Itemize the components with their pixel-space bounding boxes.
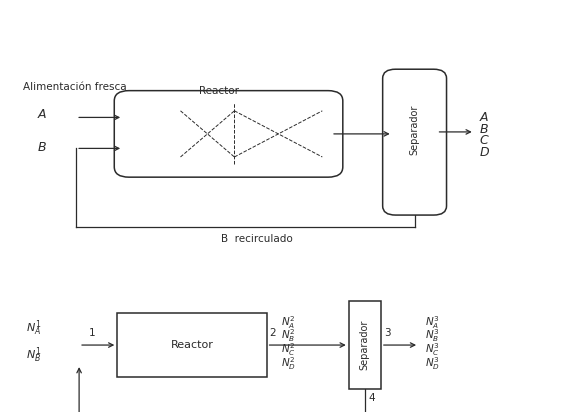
FancyBboxPatch shape <box>117 313 267 377</box>
FancyBboxPatch shape <box>114 91 343 177</box>
Text: $N_C^3$: $N_C^3$ <box>425 341 440 358</box>
Text: A: A <box>479 111 488 124</box>
Text: $N_D^2$: $N_D^2$ <box>281 355 297 372</box>
Text: $N_B^1$: $N_B^1$ <box>26 346 42 365</box>
FancyBboxPatch shape <box>349 301 381 389</box>
Text: 3: 3 <box>384 328 390 338</box>
Text: C: C <box>479 134 488 147</box>
FancyBboxPatch shape <box>383 69 447 215</box>
Text: Reactor: Reactor <box>199 86 239 96</box>
Text: Separador: Separador <box>360 320 370 370</box>
Text: B: B <box>38 140 47 154</box>
Text: B  recirculado: B recirculado <box>222 234 293 244</box>
Text: 4: 4 <box>369 393 376 403</box>
Text: B: B <box>479 122 488 136</box>
Text: $N_A^2$: $N_A^2$ <box>281 314 296 331</box>
Text: $N_A^1$: $N_A^1$ <box>26 319 42 338</box>
Text: 1: 1 <box>89 328 96 338</box>
Text: Reactor: Reactor <box>171 340 213 350</box>
Text: $N_D^3$: $N_D^3$ <box>425 355 440 372</box>
Text: $N_B^2$: $N_B^2$ <box>281 328 296 344</box>
Text: $N_B^3$: $N_B^3$ <box>425 328 440 344</box>
Text: 2: 2 <box>270 328 276 338</box>
Text: Separador: Separador <box>410 104 420 154</box>
Text: Alimentación fresca: Alimentación fresca <box>23 82 127 91</box>
Text: A: A <box>38 108 47 121</box>
Text: $N_C^2$: $N_C^2$ <box>281 341 296 358</box>
Text: $N_A^3$: $N_A^3$ <box>425 314 440 331</box>
Text: D: D <box>479 145 489 159</box>
